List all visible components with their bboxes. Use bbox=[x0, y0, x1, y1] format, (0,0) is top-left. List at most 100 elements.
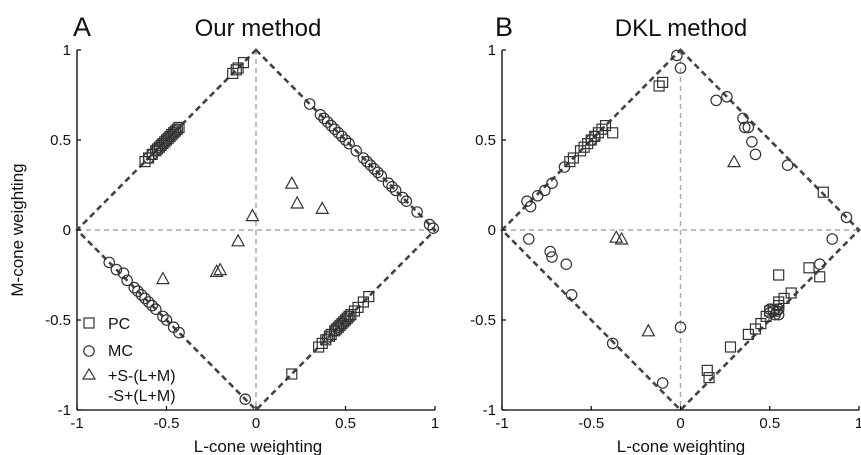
data-point-circle bbox=[103, 256, 116, 269]
panel-a-letter: A bbox=[73, 12, 91, 42]
data-point-circle bbox=[772, 303, 785, 315]
data-point-circle bbox=[339, 134, 352, 146]
data-point-circle bbox=[710, 94, 722, 107]
data-point-triangle bbox=[209, 264, 224, 277]
data-point-circle bbox=[328, 324, 341, 337]
data-point-circle bbox=[826, 233, 839, 245]
data-point-circle bbox=[128, 281, 141, 294]
data-point-circle bbox=[332, 321, 345, 333]
data-point-circle bbox=[318, 112, 330, 125]
data-point-circle bbox=[386, 181, 398, 193]
plot-area-b: -1 -0.5 0 0.5 1 1 0.5 0 -0.5 -1 bbox=[470, 42, 861, 432]
x-tick-label: 0 bbox=[676, 415, 684, 432]
data-point-circle bbox=[167, 127, 180, 139]
data-point-triangle bbox=[155, 271, 170, 285]
data-point-circle bbox=[411, 206, 423, 218]
data-point-circle bbox=[539, 184, 551, 197]
data-point-circle bbox=[139, 292, 151, 305]
y-tick-label: 0.5 bbox=[50, 132, 71, 149]
data-point-circle bbox=[350, 145, 363, 157]
data-point-square bbox=[313, 341, 325, 353]
data-point-circle bbox=[239, 393, 252, 405]
data-point-square bbox=[703, 372, 715, 384]
x-tick-label: -1 bbox=[70, 415, 83, 432]
data-point-circle bbox=[671, 49, 683, 62]
panel-a-ylabel: M-cone weighting bbox=[8, 163, 27, 296]
data-point-circle bbox=[606, 337, 619, 350]
data-point-circle bbox=[589, 130, 601, 143]
data-point-circle bbox=[303, 98, 316, 110]
data-point-circle bbox=[738, 121, 751, 134]
data-point-circle bbox=[321, 332, 334, 344]
data-point-circle bbox=[332, 127, 345, 139]
legend: PC MC +S-(L+M) -S+(L+M) bbox=[81, 316, 176, 405]
data-point-square bbox=[724, 341, 737, 353]
data-point-circle bbox=[142, 296, 155, 308]
data-point-circle bbox=[656, 377, 669, 389]
legend-label-sminus: -S+(L+M) bbox=[108, 388, 176, 405]
panel-b-letter: B bbox=[495, 12, 513, 42]
x-tick-label: -1 bbox=[495, 415, 508, 432]
data-point-circle bbox=[674, 321, 687, 333]
data-point-circle bbox=[371, 166, 384, 179]
y-tick-label: -1 bbox=[58, 402, 71, 419]
data-point-circle bbox=[325, 119, 337, 132]
data-point-circle bbox=[157, 310, 169, 323]
data-point-circle bbox=[585, 134, 598, 146]
data-point-square bbox=[582, 138, 594, 150]
data-point-circle bbox=[321, 116, 334, 128]
data-point-circle bbox=[146, 148, 158, 161]
data-point-circle bbox=[721, 91, 733, 103]
plot-area-a: -1 -0.5 0 0.5 1 1 0.5 0 -0.5 -1 bbox=[45, 42, 439, 432]
data-point-circle bbox=[160, 134, 173, 146]
data-point-circle bbox=[368, 163, 380, 175]
data-point-circle bbox=[336, 317, 348, 330]
data-point-triangle bbox=[727, 154, 742, 168]
data-point-circle bbox=[396, 191, 409, 204]
data-point-circle bbox=[737, 112, 749, 125]
data-point-circle bbox=[314, 109, 327, 121]
data-point-square bbox=[230, 64, 242, 76]
legend-triangle-marker bbox=[81, 367, 97, 380]
data-point-square bbox=[599, 119, 612, 132]
y-tick-label: -0.5 bbox=[470, 312, 496, 329]
y-tick-label: 1 bbox=[63, 42, 71, 59]
data-point-circle bbox=[171, 123, 184, 135]
data-point-square bbox=[578, 141, 590, 153]
data-point-circle bbox=[160, 314, 173, 326]
data-point-square bbox=[139, 156, 151, 168]
data-point-circle bbox=[357, 152, 370, 164]
data-point-square bbox=[701, 364, 713, 376]
data-point-circle bbox=[558, 161, 571, 173]
data-point-square bbox=[803, 262, 815, 274]
x-tick-label: 1 bbox=[431, 415, 439, 432]
data-point-circle bbox=[110, 263, 123, 276]
panel-a-xlabel: L-cone weighting bbox=[194, 437, 323, 455]
data-point-square bbox=[567, 152, 580, 164]
panel-b-xlabel: L-cone weighting bbox=[617, 437, 746, 455]
data-point-square bbox=[363, 291, 375, 303]
data-point-circle bbox=[135, 288, 148, 301]
data-point-circle bbox=[544, 245, 556, 258]
data-point-square bbox=[657, 76, 669, 89]
legend-label-mc: MC bbox=[108, 343, 133, 360]
x-tick-label: -0.5 bbox=[154, 415, 180, 432]
y-tick-label: -1 bbox=[483, 402, 496, 419]
data-point-square bbox=[607, 127, 619, 139]
data-point-square bbox=[773, 269, 785, 281]
x-tick-label: 1 bbox=[855, 415, 861, 432]
data-point-square bbox=[237, 56, 250, 69]
data-point-circle bbox=[336, 130, 348, 143]
data-point-circle bbox=[389, 184, 402, 197]
data-point-circle bbox=[149, 303, 162, 315]
data-point-circle bbox=[343, 310, 355, 323]
data-point-square bbox=[785, 287, 797, 299]
data-point-triangle bbox=[609, 229, 624, 243]
data-point-circle bbox=[132, 285, 144, 297]
data-point-triangle bbox=[231, 233, 246, 247]
data-point-triangle bbox=[284, 175, 299, 189]
data-point-circle bbox=[339, 314, 352, 326]
data-point-circle bbox=[121, 274, 133, 287]
data-point-circle bbox=[117, 267, 130, 279]
data-point-triangle bbox=[315, 201, 330, 214]
